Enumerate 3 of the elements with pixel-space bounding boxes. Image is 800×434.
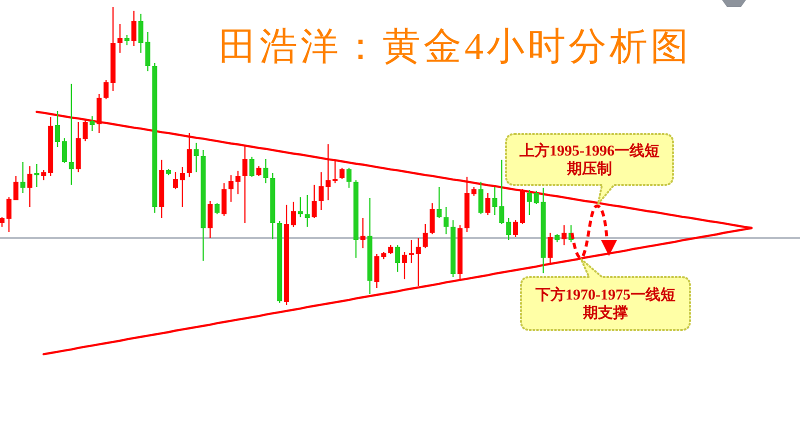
title: 田浩洋：黄金4小时分析图 bbox=[218, 26, 692, 68]
annotation: 下方1970-1975一线短期支撑 bbox=[536, 288, 676, 322]
annotation: 上方1995-1996一线短期压制 bbox=[520, 144, 660, 178]
